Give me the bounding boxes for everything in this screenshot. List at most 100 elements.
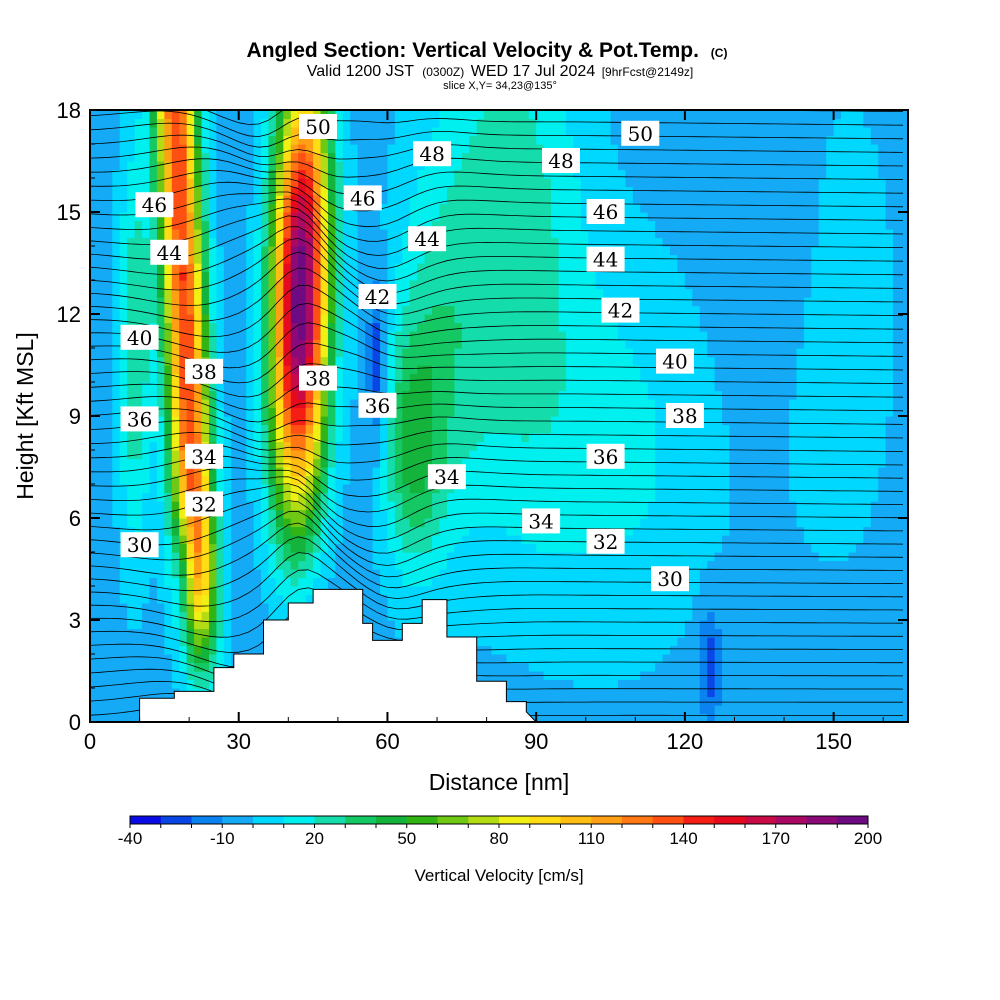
- velocity-cell: [112, 492, 121, 502]
- velocity-cell: [253, 110, 262, 120]
- velocity-cell: [90, 382, 99, 392]
- velocity-cell: [216, 645, 225, 655]
- velocity-cell: [142, 297, 151, 307]
- velocity-cell: [446, 560, 455, 570]
- velocity-cell: [275, 161, 284, 171]
- velocity-cell: [335, 280, 344, 290]
- velocity-cell: [104, 424, 113, 434]
- velocity-cell: [201, 416, 210, 426]
- velocity-cell: [417, 535, 426, 545]
- velocity-cell: [97, 713, 106, 722]
- velocity-cell: [595, 416, 604, 426]
- velocity-cell: [179, 322, 188, 332]
- velocity-cell: [305, 594, 314, 604]
- velocity-cell: [90, 586, 99, 596]
- velocity-cell: [290, 535, 299, 545]
- velocity-cell: [268, 577, 277, 587]
- velocity-cell: [238, 637, 247, 647]
- velocity-cell: [208, 178, 218, 188]
- velocity-cell: [357, 509, 366, 519]
- velocity-cell: [223, 339, 232, 349]
- velocity-cell: [528, 450, 537, 460]
- velocity-cell: [164, 178, 173, 188]
- velocity-cell: [558, 220, 567, 230]
- velocity-cell: [194, 135, 203, 145]
- velocity-cell: [394, 543, 403, 553]
- velocity-cell: [580, 560, 589, 570]
- velocity-cell: [134, 144, 143, 154]
- velocity-cell: [335, 305, 344, 315]
- velocity-cell: [521, 297, 530, 307]
- velocity-cell: [298, 586, 307, 596]
- velocity-cell: [432, 203, 441, 213]
- velocity-cell: [469, 407, 478, 417]
- velocity-cell: [446, 492, 455, 502]
- velocity-cell: [372, 433, 381, 443]
- velocity-cell: [179, 331, 188, 341]
- velocity-cell: [238, 373, 247, 383]
- velocity-cell: [350, 110, 359, 120]
- velocity-cell: [97, 152, 106, 162]
- velocity-cell: [253, 577, 262, 587]
- velocity-cell: [327, 161, 336, 171]
- velocity-cell: [261, 314, 270, 324]
- velocity-cell: [246, 118, 255, 128]
- velocity-cell: [298, 271, 307, 281]
- velocity-cell: [216, 263, 225, 273]
- velocity-cell: [513, 237, 522, 247]
- velocity-cell: [290, 458, 299, 468]
- velocity-cell: [558, 662, 567, 672]
- velocity-cell: [469, 110, 478, 120]
- velocity-cell: [469, 492, 478, 502]
- velocity-cell: [580, 662, 589, 672]
- velocity-cell: [134, 382, 143, 392]
- velocity-cell: [424, 212, 433, 222]
- velocity-cell: [231, 348, 240, 358]
- velocity-cell: [119, 169, 128, 179]
- velocity-cell: [283, 382, 292, 392]
- velocity-cell: [97, 263, 106, 273]
- velocity-cell: [476, 424, 485, 434]
- velocity-cell: [536, 603, 545, 613]
- velocity-cell: [290, 586, 299, 596]
- velocity-cell: [350, 416, 359, 426]
- velocity-cell: [506, 569, 515, 579]
- velocity-cell: [201, 144, 210, 154]
- velocity-cell: [387, 501, 396, 511]
- velocity-cell: [134, 705, 143, 715]
- velocity-cell: [305, 501, 314, 511]
- velocity-cell: [357, 118, 366, 128]
- velocity-cell: [454, 424, 463, 434]
- velocity-cell: [253, 195, 262, 205]
- velocity-cell: [476, 203, 485, 213]
- velocity-cell: [201, 594, 210, 604]
- velocity-cell: [476, 135, 485, 145]
- velocity-cell: [580, 475, 589, 485]
- velocity-cell: [156, 220, 165, 230]
- velocity-cell: [253, 331, 262, 341]
- velocity-cell: [305, 407, 314, 417]
- velocity-cell: [454, 339, 463, 349]
- velocity-cell: [335, 178, 344, 188]
- velocity-cell: [179, 552, 188, 562]
- velocity-cell: [201, 110, 210, 120]
- velocity-cell: [558, 458, 567, 468]
- velocity-cell: [573, 407, 582, 417]
- velocity-cell: [439, 577, 448, 587]
- velocity-cell: [536, 688, 545, 698]
- velocity-cell: [90, 577, 99, 587]
- velocity-cell: [283, 144, 292, 154]
- velocity-cell: [342, 569, 351, 579]
- velocity-cell: [580, 569, 589, 579]
- velocity-cell: [573, 135, 582, 145]
- velocity-cell: [513, 322, 522, 332]
- velocity-cell: [558, 348, 567, 358]
- velocity-cell: [417, 169, 426, 179]
- velocity-cell: [528, 152, 537, 162]
- velocity-cell: [521, 696, 530, 706]
- velocity-cell: [261, 271, 270, 281]
- velocity-cell: [484, 161, 493, 171]
- velocity-cell: [387, 535, 396, 545]
- velocity-cell: [142, 220, 151, 230]
- velocity-cell: [97, 671, 106, 681]
